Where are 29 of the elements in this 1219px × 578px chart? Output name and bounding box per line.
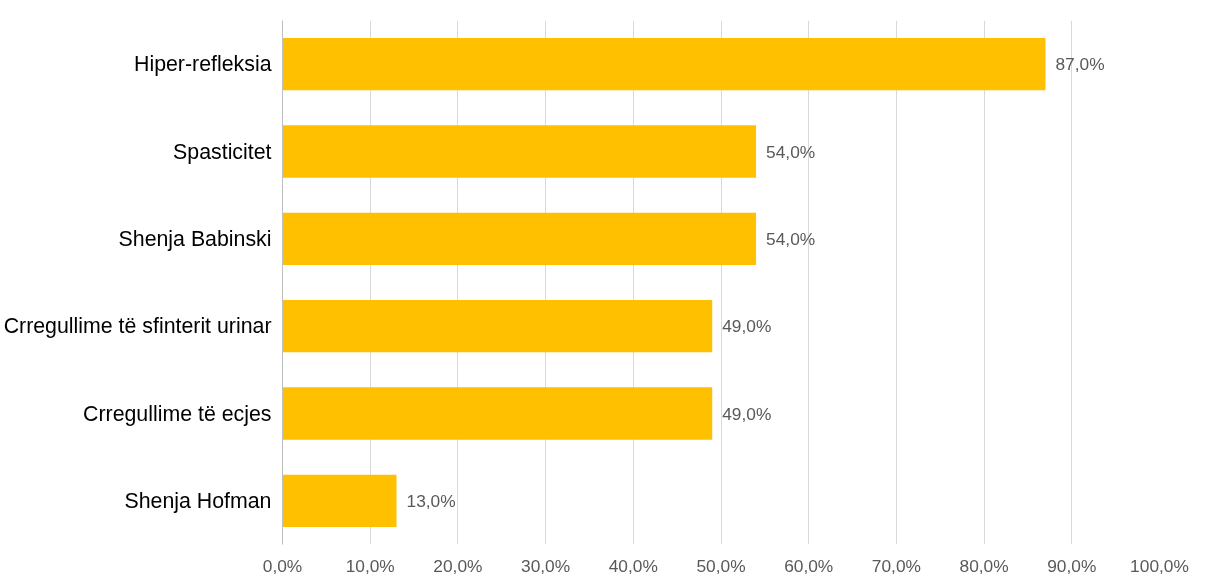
x-tick-label: 0,0% bbox=[262, 555, 303, 576]
bar bbox=[282, 387, 713, 440]
x-tick-label: 80,0% bbox=[959, 555, 1009, 576]
y-tick-label: Shenja Babinski bbox=[118, 226, 272, 251]
data-label: 54,0% bbox=[766, 228, 816, 249]
x-tick-label: 50,0% bbox=[696, 555, 746, 576]
x-tick-label: 20,0% bbox=[433, 555, 483, 576]
y-tick-label: Crregullime të ecjes bbox=[83, 401, 272, 426]
x-tick-label: 100,0% bbox=[1130, 555, 1189, 576]
data-label: 13,0% bbox=[406, 490, 456, 511]
x-tick-label: 60,0% bbox=[784, 555, 834, 576]
bar bbox=[282, 299, 713, 353]
bar bbox=[282, 474, 397, 528]
x-tick-label: 10,0% bbox=[345, 555, 395, 576]
x-tick-label: 30,0% bbox=[521, 555, 571, 576]
y-tick-label: Spasticitet bbox=[173, 139, 272, 164]
data-label: 54,0% bbox=[766, 141, 816, 162]
x-tick-label: 90,0% bbox=[1047, 555, 1097, 576]
bar bbox=[282, 212, 757, 266]
y-tick-label: Shenja Hofman bbox=[124, 488, 272, 513]
y-tick-label: Hiper-refleksia bbox=[134, 52, 272, 77]
bar bbox=[282, 37, 1046, 91]
data-label: 49,0% bbox=[722, 403, 772, 424]
y-tick-label: Crregullime të sfinterit urinar bbox=[3, 314, 272, 339]
x-tick-label: 40,0% bbox=[608, 555, 658, 576]
data-label: 87,0% bbox=[1055, 54, 1105, 75]
data-label: 49,0% bbox=[722, 316, 772, 337]
bar bbox=[282, 125, 757, 178]
x-tick-label: 70,0% bbox=[871, 555, 921, 576]
